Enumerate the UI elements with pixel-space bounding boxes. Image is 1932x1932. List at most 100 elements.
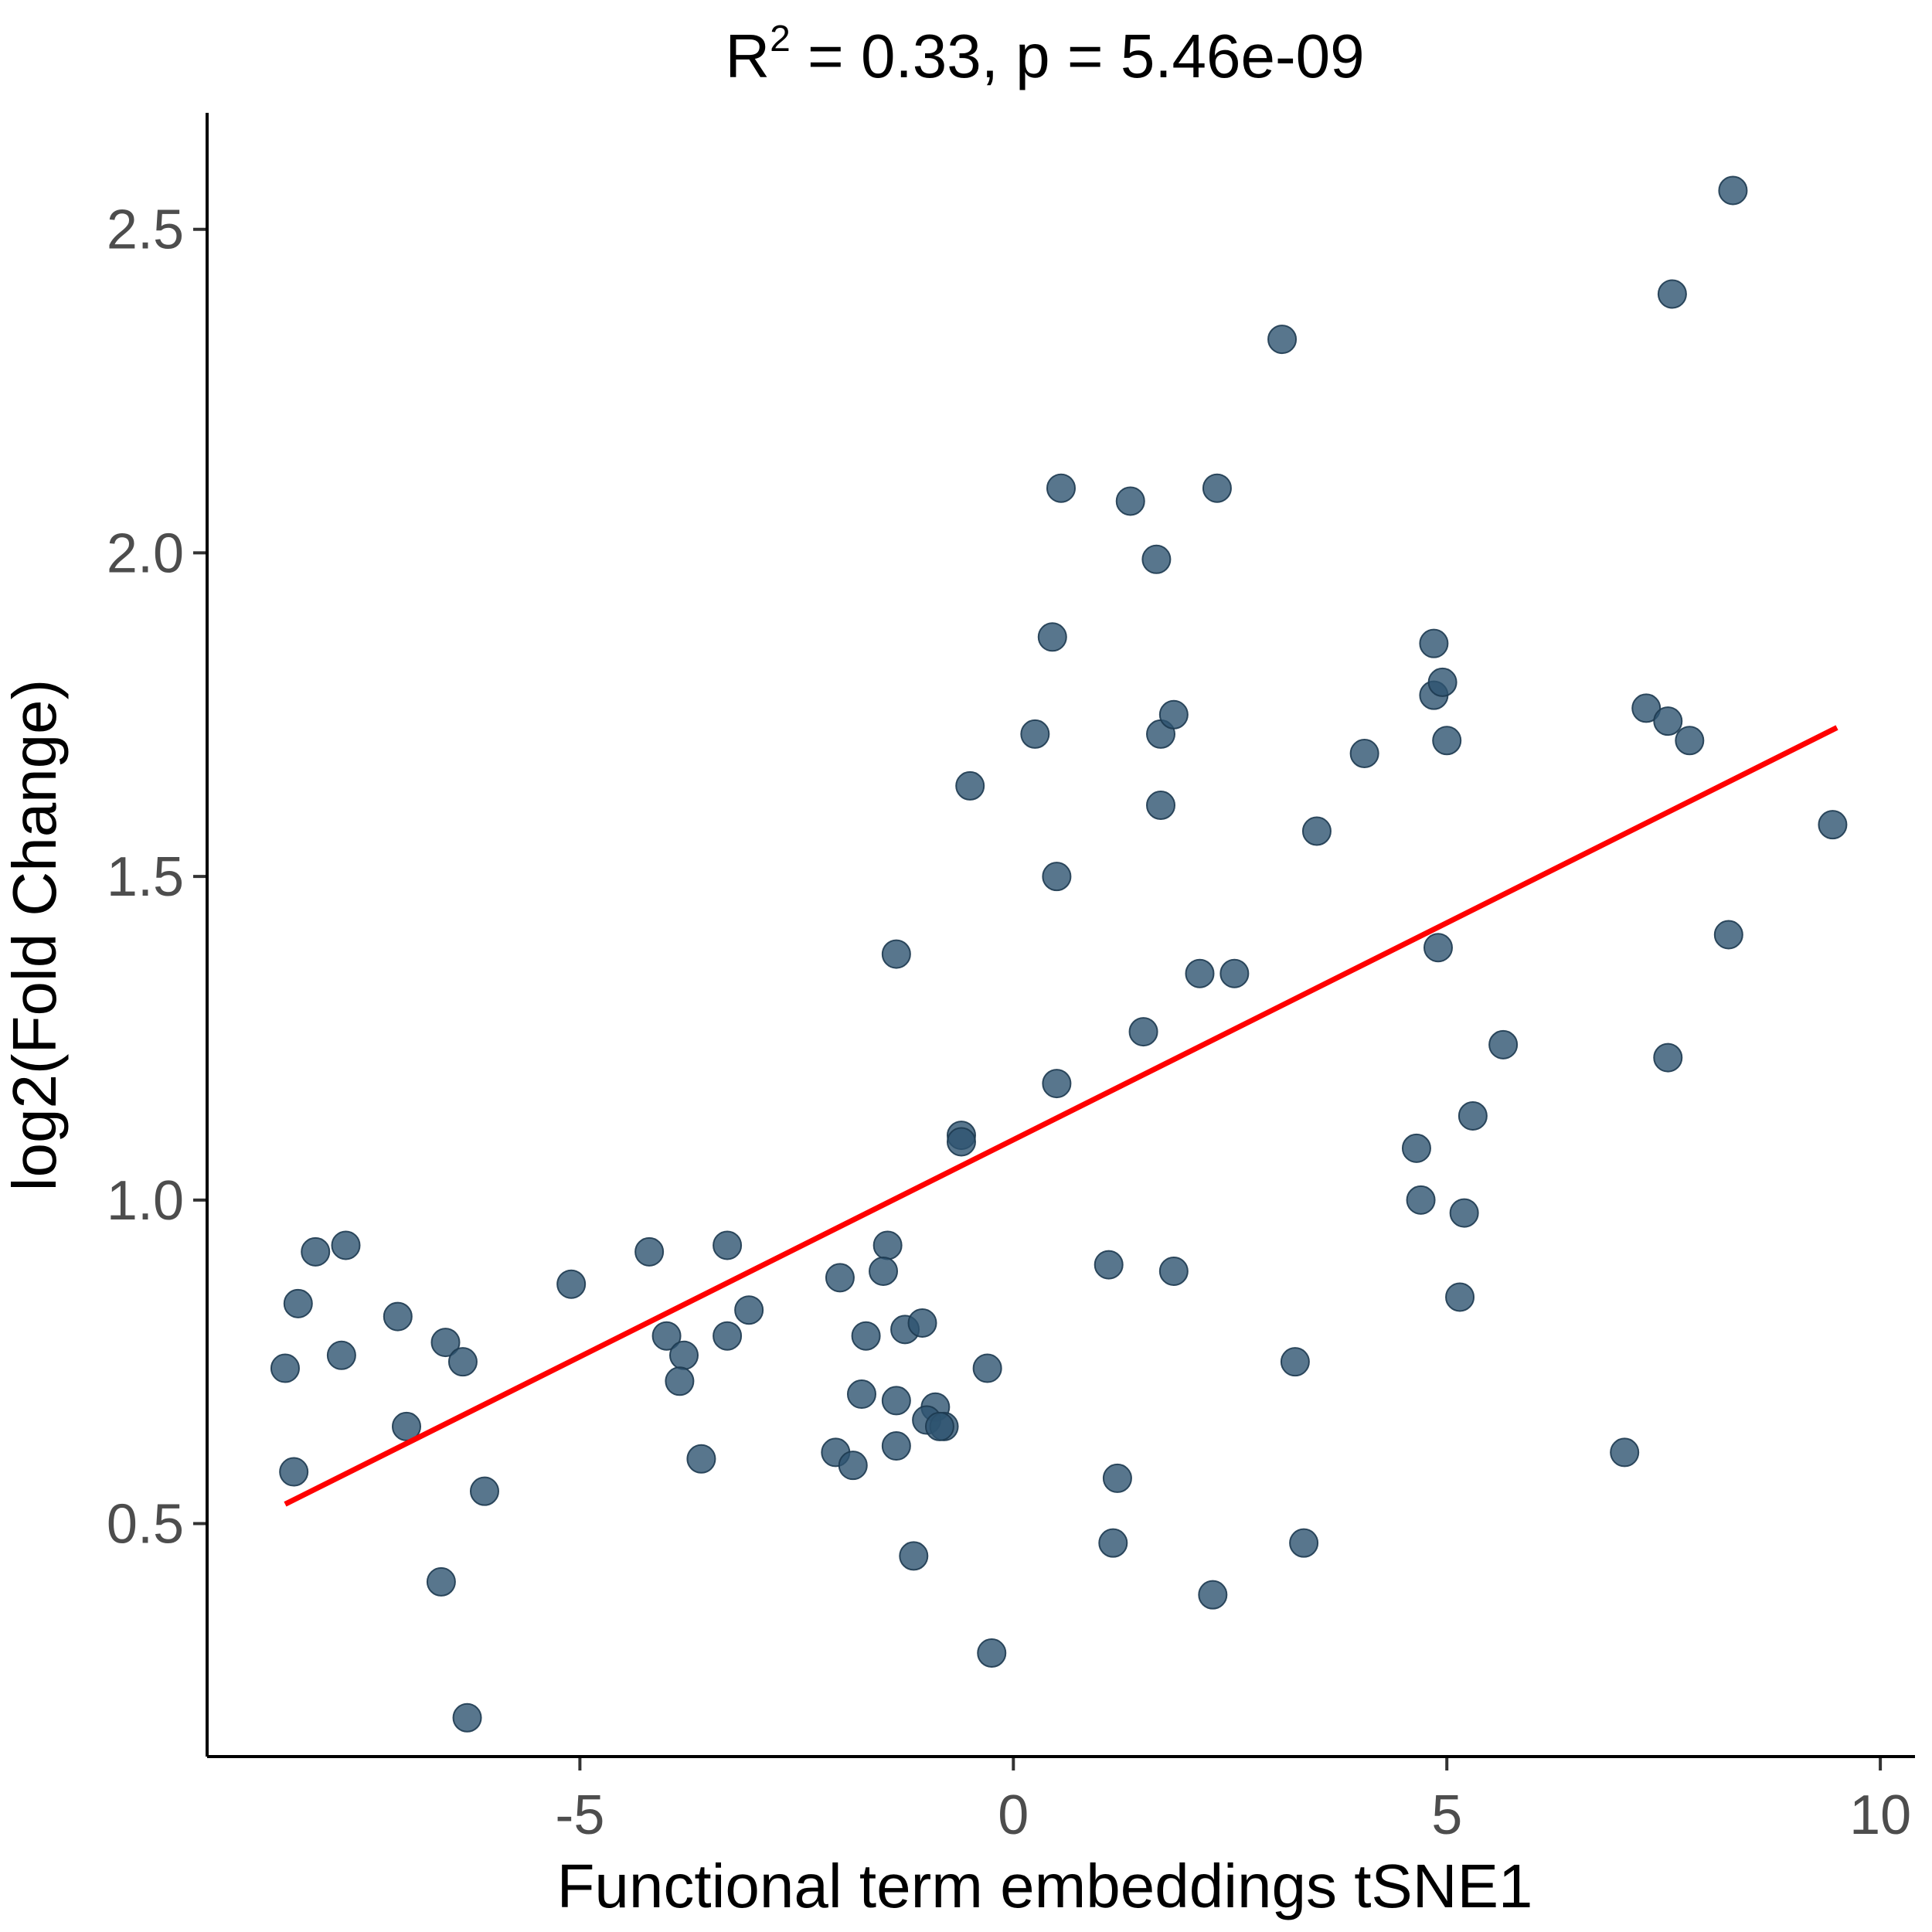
y-axis-ticks: 0.5 1.0 1.5 2.0 2.5: [107, 199, 207, 1556]
data-point: [872, 1230, 903, 1260]
data-point: [825, 1263, 855, 1293]
y-tick-label: 0.5: [107, 1494, 184, 1556]
data-point: [881, 1386, 911, 1416]
data-point: [1449, 1198, 1479, 1228]
data-point: [977, 1638, 1007, 1668]
chart-title-suffix: = 0.33, p = 5.46e-09: [791, 22, 1365, 90]
data-point: [1423, 933, 1453, 963]
data-point: [1158, 699, 1189, 730]
data-point: [924, 1411, 954, 1441]
data-point: [1280, 1347, 1310, 1377]
data-point: [331, 1230, 361, 1260]
data-point: [1631, 693, 1662, 723]
data-point: [1818, 810, 1848, 840]
data-point: [1037, 622, 1067, 652]
data-point: [1115, 486, 1145, 516]
data-point: [955, 770, 985, 801]
data-point: [713, 1321, 743, 1351]
data-point: [1657, 279, 1687, 309]
data-point: [899, 1541, 929, 1571]
y-tick-label: 1.0: [107, 1170, 184, 1232]
data-point: [838, 1451, 868, 1481]
data-point: [1198, 1580, 1228, 1610]
chart-title-prefix: R: [725, 22, 770, 90]
trend-line-group: [284, 725, 1838, 1507]
data-point: [881, 939, 911, 969]
data-point: [686, 1444, 716, 1474]
data-point: [1653, 706, 1683, 736]
data-point: [270, 1353, 300, 1383]
data-point: [430, 1328, 461, 1358]
data-point: [851, 1321, 881, 1351]
data-point: [1128, 1017, 1158, 1047]
data-point: [1488, 1029, 1519, 1060]
data-point: [1020, 719, 1050, 749]
data-point: [1301, 816, 1332, 846]
data-point: [383, 1301, 413, 1332]
data-point: [665, 1366, 695, 1396]
data-point: [1713, 920, 1743, 950]
data-point: [881, 1431, 911, 1461]
data-point: [669, 1340, 699, 1370]
data-point: [1427, 667, 1458, 697]
data-point: [326, 1340, 356, 1370]
x-tick-label: 5: [1431, 1784, 1462, 1846]
data-point: [556, 1269, 587, 1299]
data-point: [1042, 1069, 1072, 1099]
data-point: [651, 1321, 682, 1351]
data-point: [279, 1457, 309, 1487]
data-point: [634, 1236, 665, 1267]
data-point: [1610, 1437, 1640, 1468]
data-point: [452, 1702, 482, 1733]
data-point: [713, 1230, 743, 1260]
data-point: [1141, 544, 1172, 574]
data-point: [1158, 1256, 1189, 1286]
data-point: [1098, 1528, 1128, 1558]
data-point: [734, 1295, 764, 1325]
data-point: [946, 1127, 976, 1157]
x-tick-label: -5: [555, 1784, 604, 1846]
data-point: [972, 1353, 1002, 1383]
data-point: [869, 1256, 899, 1286]
data-point: [1445, 1282, 1475, 1312]
data-point: [469, 1476, 499, 1506]
data-point: [1202, 473, 1232, 503]
data-point: [1718, 175, 1748, 206]
data-point: [1102, 1463, 1132, 1493]
chart-title-superscript: 2: [770, 19, 791, 60]
data-point: [1146, 791, 1176, 821]
x-tick-label: 10: [1849, 1784, 1911, 1846]
x-axis-ticks: -5 0 5 10: [555, 1757, 1911, 1846]
data-point: [846, 1379, 876, 1410]
data-point: [1094, 1250, 1124, 1280]
data-point: [1289, 1528, 1319, 1558]
data-point: [426, 1566, 456, 1597]
chart-title: R2 = 0.33, p = 5.46e-09: [725, 19, 1364, 90]
data-point: [1458, 1100, 1488, 1131]
y-tick-label: 1.5: [107, 846, 184, 908]
data-point: [1401, 1133, 1431, 1163]
y-axis-label: log2(Fold Change): [0, 679, 69, 1192]
data-point: [1653, 1043, 1683, 1073]
data-point: [1406, 1185, 1436, 1215]
data-points: [270, 175, 1848, 1733]
data-point: [1046, 473, 1076, 503]
x-axis-label: Functional term embeddings tSNE1: [557, 1852, 1533, 1920]
data-point: [283, 1288, 313, 1318]
data-point: [1042, 862, 1072, 892]
data-point: [1267, 325, 1298, 355]
data-point: [447, 1347, 478, 1377]
y-tick-label: 2.0: [107, 522, 184, 584]
trend-line: [284, 725, 1838, 1507]
data-point: [1185, 958, 1215, 988]
y-tick-label: 2.5: [107, 199, 184, 261]
data-point: [1349, 739, 1379, 769]
x-tick-label: 0: [998, 1784, 1029, 1846]
data-point: [301, 1236, 331, 1267]
data-point: [1675, 726, 1705, 756]
data-point: [907, 1308, 937, 1338]
data-point: [1419, 628, 1449, 658]
data-point: [1432, 726, 1462, 756]
